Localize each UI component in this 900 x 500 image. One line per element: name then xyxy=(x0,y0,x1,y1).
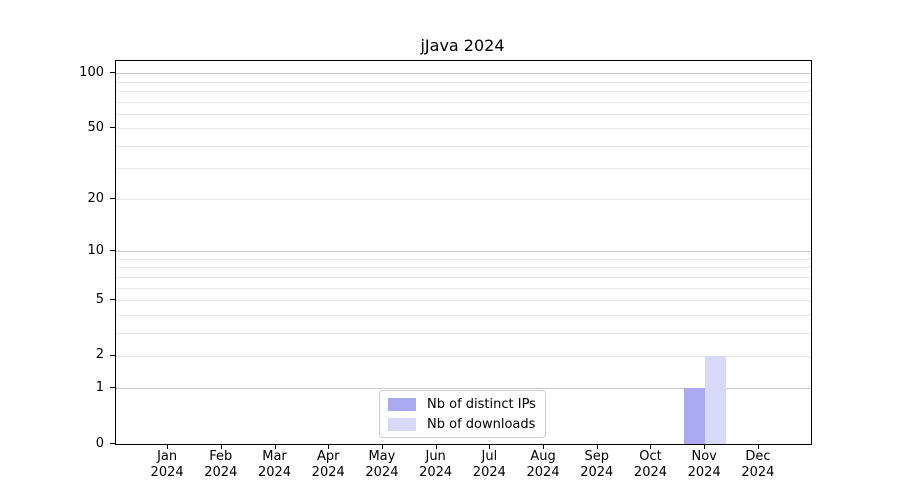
x-tick-label-apr: Apr 2024 xyxy=(311,449,345,480)
legend-label: Nb of distinct IPs xyxy=(427,396,536,412)
gridline-2 xyxy=(116,355,811,357)
x-tick-label-aug: Aug 2024 xyxy=(526,449,560,480)
legend-swatch xyxy=(388,417,416,431)
gridline-7 xyxy=(116,276,811,278)
gridline-9 xyxy=(116,259,811,260)
gridline-6 xyxy=(116,287,811,289)
gridline-3 xyxy=(116,332,811,334)
bar-nov-0 xyxy=(684,388,706,444)
x-tick-mark xyxy=(704,444,706,449)
x-tick-mark xyxy=(328,444,330,449)
x-tick-mark xyxy=(220,444,222,449)
gridline-1 xyxy=(116,388,811,390)
gridline-5 xyxy=(116,300,811,302)
x-tick-mark xyxy=(167,444,169,449)
x-tick-mark xyxy=(435,444,437,449)
gridline-20 xyxy=(116,199,811,201)
y-tick-mark xyxy=(110,443,115,444)
gridline-70 xyxy=(116,101,811,103)
x-tick-mark xyxy=(381,444,383,449)
y-tick-label-50: 50 xyxy=(87,119,104,135)
gridline-90 xyxy=(116,81,811,83)
legend-item-1: Nb of downloads xyxy=(388,416,536,432)
x-tick-label-jan: Jan 2024 xyxy=(150,449,184,480)
gridline-4 xyxy=(116,314,811,316)
y-tick-label-100: 100 xyxy=(79,64,104,80)
x-tick-mark xyxy=(596,444,598,449)
x-tick-label-jun: Jun 2024 xyxy=(419,449,453,480)
x-tick-mark xyxy=(650,444,652,449)
y-tick-label-20: 20 xyxy=(87,190,104,206)
y-tick-label-2: 2 xyxy=(95,347,104,363)
x-tick-mark xyxy=(543,444,545,449)
y-tick-label-0: 0 xyxy=(95,435,104,451)
y-tick-mark xyxy=(110,198,115,200)
x-tick-label-oct: Oct 2024 xyxy=(633,449,668,480)
gridline-100 xyxy=(116,73,811,75)
y-tick-label-1: 1 xyxy=(95,379,104,395)
x-tick-mark xyxy=(274,444,276,449)
gridline-30 xyxy=(116,168,811,170)
y-tick-label-10: 10 xyxy=(87,242,104,258)
legend-swatch xyxy=(388,397,416,411)
y-tick-mark xyxy=(110,354,115,356)
gridline-50 xyxy=(116,128,811,130)
bar-nov-1 xyxy=(705,355,727,444)
gridline-10 xyxy=(116,251,811,253)
plot-area: Nb of distinct IPs Nb of downloads xyxy=(115,60,812,445)
legend-label: Nb of downloads xyxy=(427,416,536,432)
x-tick-label-mar: Mar 2024 xyxy=(257,449,292,480)
x-tick-label-nov: Nov 2024 xyxy=(687,449,721,480)
gridline-80 xyxy=(116,90,811,92)
x-tick-label-dec: Dec 2024 xyxy=(741,449,775,480)
x-tick-label-jul: Jul 2024 xyxy=(472,449,506,480)
chart-title: jJava 2024 xyxy=(420,36,505,55)
x-tick-mark xyxy=(489,444,491,449)
x-tick-label-may: May 2024 xyxy=(365,449,399,480)
x-tick-label-feb: Feb 2024 xyxy=(204,449,238,480)
legend: Nb of distinct IPs Nb of downloads xyxy=(379,390,546,438)
y-tick-label-5: 5 xyxy=(95,291,104,307)
x-tick-label-sep: Sep 2024 xyxy=(580,449,614,480)
legend-item-0: Nb of distinct IPs xyxy=(388,396,536,412)
y-tick-mark xyxy=(110,299,115,301)
y-tick-mark xyxy=(110,72,115,74)
y-tick-mark xyxy=(110,127,115,129)
gridline-8 xyxy=(116,267,811,269)
gridline-40 xyxy=(116,145,811,147)
gridline-60 xyxy=(116,113,811,115)
y-tick-mark xyxy=(110,250,115,252)
x-tick-mark xyxy=(757,444,759,449)
y-tick-mark xyxy=(110,387,115,389)
